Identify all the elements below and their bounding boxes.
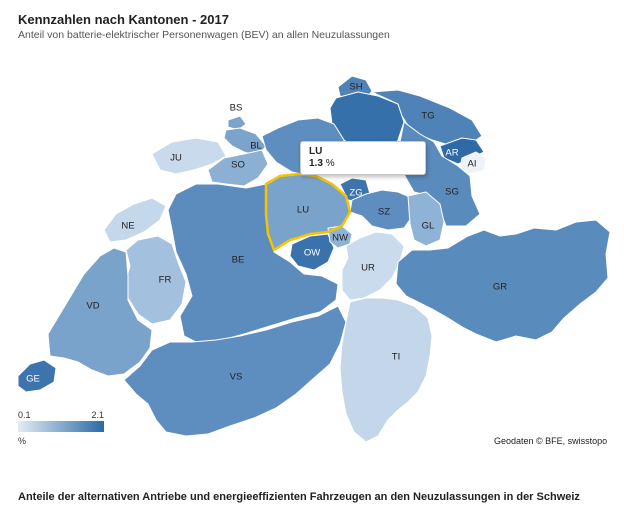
color-legend: 0.1 2.1 % xyxy=(18,410,108,450)
canton-vd[interactable] xyxy=(47,247,153,377)
canton-label-sg: SG xyxy=(445,187,459,198)
canton-so[interactable] xyxy=(207,149,269,187)
legend-unit: % xyxy=(18,436,27,446)
canton-gr[interactable] xyxy=(395,219,611,343)
canton-ur[interactable] xyxy=(341,231,405,301)
canton-label-gr: GR xyxy=(493,282,507,293)
canton-ti[interactable] xyxy=(339,297,433,443)
canton-label-bl: BL xyxy=(250,141,262,152)
canton-label-gl: GL xyxy=(422,221,435,232)
canton-label-ai: AI xyxy=(468,159,477,170)
canton-label-ge: GE xyxy=(26,374,40,385)
canton-label-vs: VS xyxy=(230,372,243,383)
canton-label-ur: UR xyxy=(361,263,375,274)
canton-ge[interactable] xyxy=(17,359,57,393)
canton-label-nw: NW xyxy=(332,233,348,244)
canton-label-so: SO xyxy=(231,160,245,171)
canton-label-vd: VD xyxy=(86,301,99,312)
canton-ne[interactable] xyxy=(103,197,167,243)
canton-label-ti: TI xyxy=(392,352,400,363)
canton-label-bs: BS xyxy=(230,103,243,114)
map-subtitle: Anteil von batterie-elektrischer Persone… xyxy=(18,29,390,41)
map-attribution: Geodaten © BFE, swisstopo xyxy=(494,436,608,446)
canton-ju[interactable] xyxy=(151,137,227,175)
tooltip-value: 1.3 xyxy=(309,158,323,169)
page-footer-heading: Anteile der alternativen Antriebe und en… xyxy=(18,491,580,503)
canton-label-ar: AR xyxy=(445,148,458,159)
canton-label-tg: TG xyxy=(421,111,434,122)
canton-label-zg: ZG xyxy=(349,188,362,199)
legend-gradient-bar xyxy=(18,421,104,432)
canton-label-ne: NE xyxy=(121,221,134,232)
canton-sz[interactable] xyxy=(349,189,415,231)
legend-min-value: 0.1 xyxy=(18,410,31,420)
tooltip-canton-name: LU xyxy=(309,146,323,157)
tooltip-unit: % xyxy=(325,158,335,169)
canton-vs[interactable] xyxy=(123,305,347,437)
map-title: Kennzahlen nach Kantonen - 2017 xyxy=(18,12,229,27)
canton-bs[interactable] xyxy=(227,115,247,131)
canton-label-lu: LU xyxy=(297,205,309,216)
canton-label-ow: OW xyxy=(304,248,320,259)
canton-label-fr: FR xyxy=(159,275,172,286)
canton-gl[interactable] xyxy=(407,191,445,247)
canton-label-sh: SH xyxy=(349,82,362,93)
canton-label-be: BE xyxy=(232,255,245,266)
canton-label-ju: JU xyxy=(170,153,182,164)
switzerland-canton-map: SH BS TG AR AI BL JU SO LU ZG SG SZ GL NE BE OW NW UR GR FR… xyxy=(17,75,611,443)
canton-ow[interactable] xyxy=(289,233,335,271)
legend-max-value: 2.1 xyxy=(91,410,104,420)
canton-label-sz: SZ xyxy=(378,207,390,218)
canton-tooltip: LU 1.3 % xyxy=(300,141,426,175)
